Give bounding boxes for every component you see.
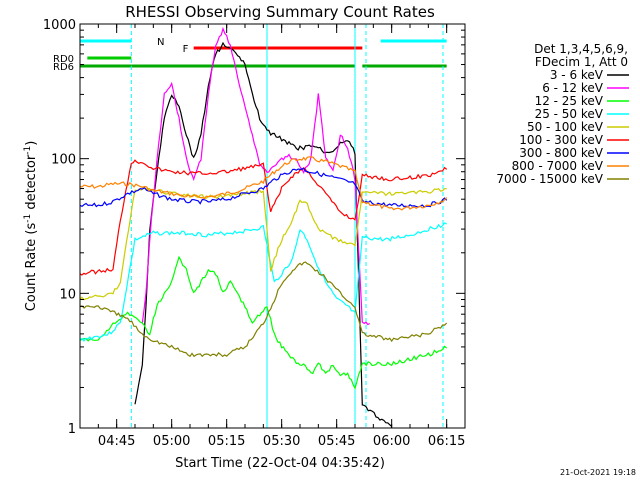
flag-bar-label: RD0 bbox=[53, 54, 74, 65]
y-axis-ticks: 1 10 100 1000 bbox=[43, 18, 465, 437]
y-axis-label-mid: detector bbox=[24, 154, 39, 214]
series-line bbox=[79, 186, 447, 301]
x-tick-label: 06:00 bbox=[373, 434, 410, 449]
legend-label: 3 - 6 keV bbox=[550, 68, 604, 82]
legend-label: 12 - 25 keV bbox=[535, 94, 604, 108]
series-line bbox=[79, 159, 448, 276]
series-line bbox=[79, 222, 447, 342]
series-line bbox=[79, 156, 448, 211]
series-line bbox=[141, 26, 370, 326]
x-tick-label: 06:15 bbox=[428, 434, 465, 449]
x-axis-ticks: 04:45 05:00 05:15 05:30 05:45 06:00 06:15 bbox=[79, 24, 466, 449]
y-axis-label: Count Rate (s-1 detector-1) bbox=[23, 141, 39, 312]
x-tick-label: 05:00 bbox=[153, 434, 190, 449]
x-axis-label: Start Time (22-Oct-04 04:35:42) bbox=[175, 456, 385, 471]
y-axis-label-sup2: -1 bbox=[23, 146, 33, 155]
legend-label: 50 - 100 keV bbox=[527, 120, 604, 134]
legend-header-line-2: FDecim 1, Att 0 bbox=[535, 55, 628, 69]
y-tick-label: 10 bbox=[59, 287, 76, 302]
y-axis-label-main: Count Rate (s bbox=[24, 223, 39, 312]
series-line bbox=[79, 261, 448, 358]
series-line bbox=[134, 41, 393, 427]
y-tick-label: 100 bbox=[51, 153, 76, 168]
y-tick-label: 1 bbox=[68, 422, 76, 437]
y-axis-label-end: ) bbox=[24, 141, 39, 146]
legend-label: 300 - 800 keV bbox=[519, 146, 603, 160]
legend-label: 7000 - 15000 keV bbox=[496, 172, 603, 186]
x-tick-label: 04:45 bbox=[98, 434, 135, 449]
legend-label: 6 - 12 keV bbox=[542, 81, 604, 95]
y-axis-label-sup1: -1 bbox=[23, 214, 33, 223]
x-tick-label: 05:45 bbox=[318, 434, 355, 449]
y-tick-label: 1000 bbox=[43, 18, 76, 33]
flag-bar-label: RD6 bbox=[53, 62, 74, 73]
flag-bar-label: N bbox=[157, 37, 164, 48]
data-series bbox=[79, 26, 448, 427]
legend-label: 25 - 50 keV bbox=[535, 107, 604, 121]
legend-label: 100 - 300 keV bbox=[519, 133, 603, 147]
footer-date: 21-Oct-2021 19:18 bbox=[560, 468, 636, 477]
series-line bbox=[79, 167, 448, 208]
chart-title: RHESSI Observing Summary Count Rates bbox=[125, 3, 435, 21]
series-line bbox=[79, 255, 448, 390]
legend-header-line-1: Det 1,3,4,5,6,9, bbox=[534, 42, 628, 56]
x-tick-label: 05:30 bbox=[263, 434, 300, 449]
legend-label: 800 - 7000 keV bbox=[512, 159, 604, 173]
legend: Det 1,3,4,5,6,9, FDecim 1, Att 0 3 - 6 k… bbox=[496, 42, 629, 186]
flag-bar-label: F bbox=[183, 44, 189, 55]
x-tick-label: 05:15 bbox=[208, 434, 245, 449]
plot-frame bbox=[79, 23, 466, 429]
